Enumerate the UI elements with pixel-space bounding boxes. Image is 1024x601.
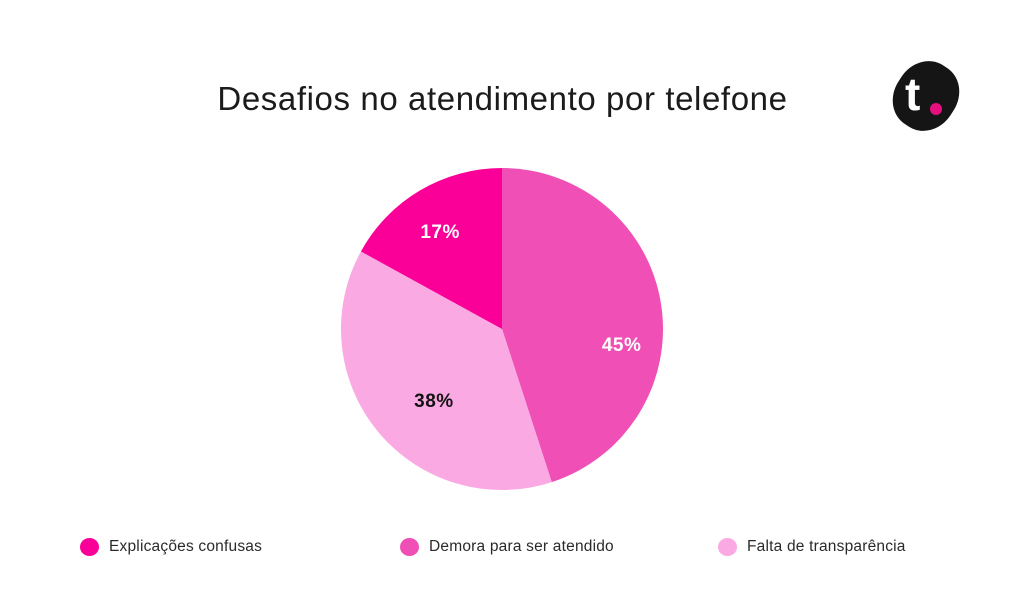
legend-label: Falta de transparência xyxy=(747,538,906,555)
pie-slice-2 xyxy=(340,251,552,491)
legend-item-explicacoes-confusas: Explicações confusas xyxy=(80,538,262,556)
legend-item-falta-de-transparencia: Falta de transparência xyxy=(718,538,906,556)
brand-logo-dot-icon xyxy=(930,103,942,115)
legend-dot-icon xyxy=(718,538,737,556)
brand-logo-blob xyxy=(880,49,972,143)
legend-dot-icon xyxy=(80,538,99,556)
legend-label: Demora para ser atendido xyxy=(429,538,614,555)
pie-slice-1 xyxy=(502,168,663,483)
brand-logo-letter: t xyxy=(905,68,921,120)
pie-chart: 45% 38% 17% xyxy=(332,159,672,499)
pie-slice-label: 17% xyxy=(420,221,460,243)
legend-label: Explicações confusas xyxy=(109,538,263,555)
pie-chart-svg xyxy=(340,168,663,491)
brand-logo: t xyxy=(880,49,972,143)
pie-slice-label: 45% xyxy=(601,334,642,356)
pie-slice-3 xyxy=(360,168,502,329)
legend-dot-icon xyxy=(400,538,419,556)
pie-slice-label: 38% xyxy=(414,391,454,412)
legend-item-demora-para-ser-atendido: Demora para ser atendido xyxy=(400,538,614,556)
chart-title: Desafios no atendimento por telefone xyxy=(217,80,788,117)
